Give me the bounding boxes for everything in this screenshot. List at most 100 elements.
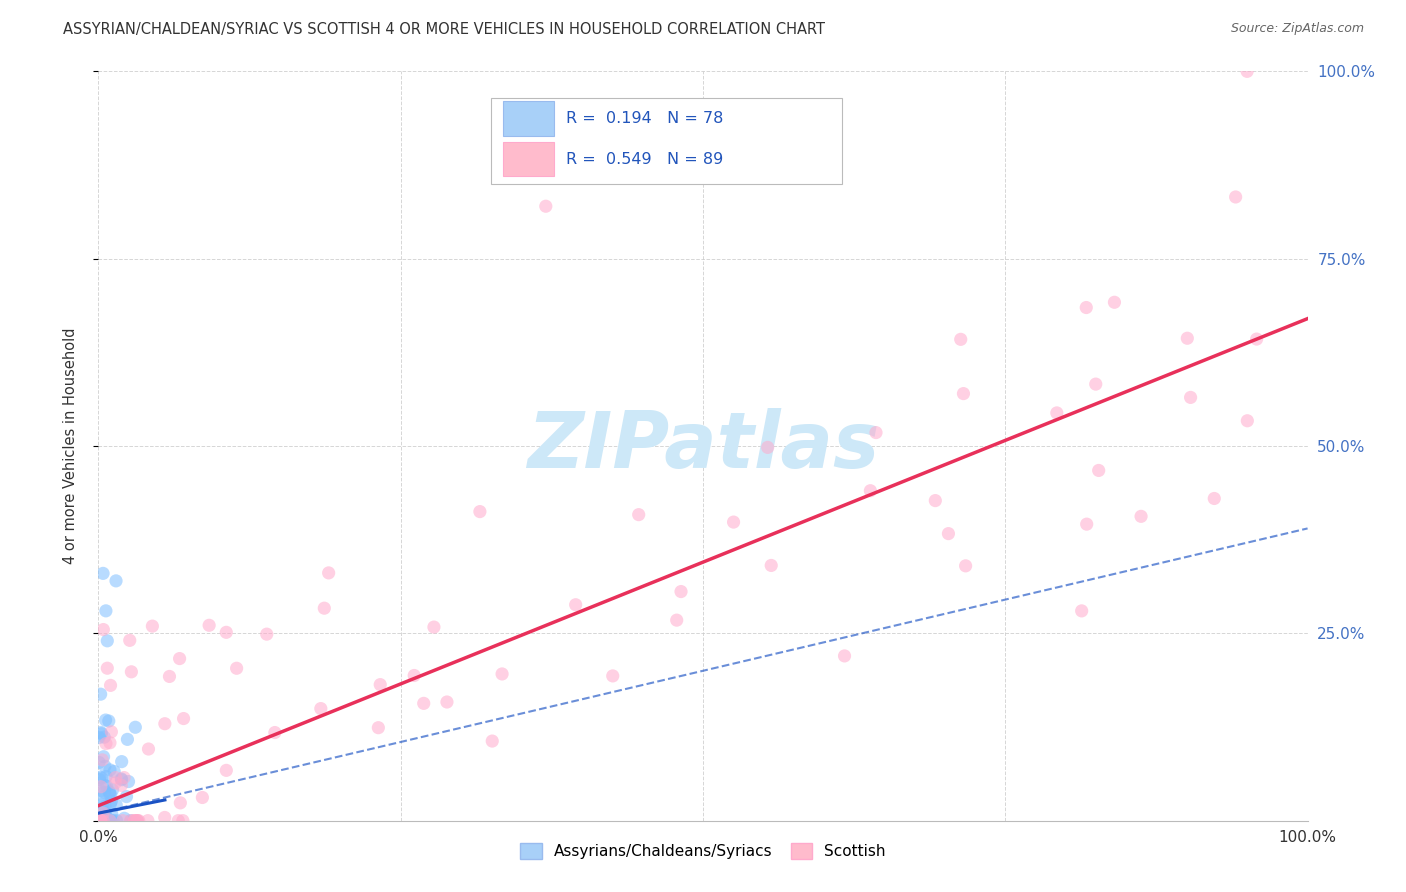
Point bbox=[309, 701, 332, 715]
Point bbox=[127, 814, 149, 828]
Point bbox=[318, 566, 340, 580]
Point bbox=[404, 668, 426, 682]
Point bbox=[111, 772, 134, 787]
Point bbox=[90, 814, 112, 828]
Point bbox=[169, 796, 191, 810]
Point bbox=[756, 441, 779, 455]
Point bbox=[91, 814, 114, 828]
Point bbox=[89, 772, 111, 787]
Point bbox=[314, 601, 336, 615]
Point bbox=[90, 814, 112, 828]
Point bbox=[153, 810, 176, 824]
Point bbox=[1246, 332, 1268, 346]
Text: ZIPatlas: ZIPatlas bbox=[527, 408, 879, 484]
Point bbox=[89, 814, 111, 828]
Point bbox=[96, 779, 118, 793]
Point bbox=[87, 814, 110, 828]
Point bbox=[100, 788, 122, 802]
Point bbox=[93, 814, 115, 828]
Point bbox=[93, 730, 115, 744]
Point bbox=[91, 814, 114, 828]
Point bbox=[91, 806, 114, 821]
Text: ASSYRIAN/CHALDEAN/SYRIAC VS SCOTTISH 4 OR MORE VEHICLES IN HOUSEHOLD CORRELATION: ASSYRIAN/CHALDEAN/SYRIAC VS SCOTTISH 4 O… bbox=[63, 22, 825, 37]
Point bbox=[112, 811, 135, 825]
Point bbox=[1236, 64, 1258, 78]
Point bbox=[367, 721, 389, 735]
Point bbox=[117, 732, 139, 747]
Point bbox=[111, 814, 134, 828]
Point bbox=[91, 814, 114, 828]
Point bbox=[91, 814, 114, 828]
Point bbox=[256, 627, 278, 641]
Point bbox=[215, 625, 238, 640]
Point bbox=[564, 598, 586, 612]
Legend: Assyrians/Chaldeans/Syriacs, Scottish: Assyrians/Chaldeans/Syriacs, Scottish bbox=[515, 838, 891, 865]
Point bbox=[665, 613, 688, 627]
Point bbox=[1076, 301, 1098, 315]
Point bbox=[97, 714, 120, 728]
Point bbox=[100, 678, 122, 692]
Point bbox=[100, 814, 122, 828]
Point bbox=[955, 558, 977, 573]
Point bbox=[90, 687, 112, 701]
Point bbox=[627, 508, 650, 522]
Point bbox=[89, 814, 111, 828]
Point bbox=[89, 814, 111, 828]
Point bbox=[436, 695, 458, 709]
Point bbox=[1104, 295, 1126, 310]
Point bbox=[101, 807, 124, 822]
Point bbox=[97, 814, 120, 828]
Point bbox=[169, 651, 191, 665]
Point bbox=[136, 814, 159, 828]
Point bbox=[167, 814, 190, 828]
Point bbox=[865, 425, 887, 440]
Point bbox=[952, 386, 974, 401]
Point bbox=[94, 799, 117, 814]
Point bbox=[100, 794, 122, 808]
Point bbox=[1087, 463, 1109, 477]
Point bbox=[938, 526, 960, 541]
Point bbox=[90, 727, 112, 741]
Point bbox=[103, 764, 125, 779]
Point bbox=[173, 712, 195, 726]
Point bbox=[138, 742, 160, 756]
Point bbox=[94, 713, 117, 727]
Point bbox=[172, 814, 194, 828]
Point bbox=[669, 584, 692, 599]
Point bbox=[1070, 604, 1092, 618]
Point bbox=[100, 797, 122, 811]
Point bbox=[94, 737, 117, 751]
Point bbox=[91, 790, 114, 805]
Point bbox=[111, 755, 134, 769]
Point bbox=[423, 620, 446, 634]
Point bbox=[1084, 377, 1107, 392]
Point bbox=[115, 789, 138, 804]
Point bbox=[215, 764, 238, 778]
Point bbox=[1236, 414, 1258, 428]
Point bbox=[1180, 391, 1202, 405]
Point bbox=[110, 778, 132, 792]
Point bbox=[191, 790, 214, 805]
Point bbox=[94, 805, 117, 820]
Point bbox=[104, 771, 127, 785]
Y-axis label: 4 or more Vehicles in Household: 4 or more Vehicles in Household bbox=[63, 327, 77, 565]
Point bbox=[153, 716, 176, 731]
Point bbox=[198, 618, 221, 632]
Point bbox=[761, 558, 783, 573]
Point bbox=[98, 736, 121, 750]
Point bbox=[118, 633, 141, 648]
Text: R =  0.194   N = 78: R = 0.194 N = 78 bbox=[567, 112, 724, 126]
Point bbox=[89, 731, 111, 745]
Point bbox=[1076, 517, 1098, 532]
Point bbox=[94, 770, 117, 784]
Point bbox=[159, 669, 181, 683]
Point bbox=[949, 332, 972, 346]
Point bbox=[96, 633, 118, 648]
FancyBboxPatch shape bbox=[503, 142, 554, 177]
Point bbox=[93, 785, 115, 799]
Point bbox=[105, 814, 128, 828]
Point bbox=[112, 771, 135, 785]
Point bbox=[91, 753, 114, 767]
Point bbox=[1175, 331, 1198, 345]
Point bbox=[98, 763, 121, 777]
